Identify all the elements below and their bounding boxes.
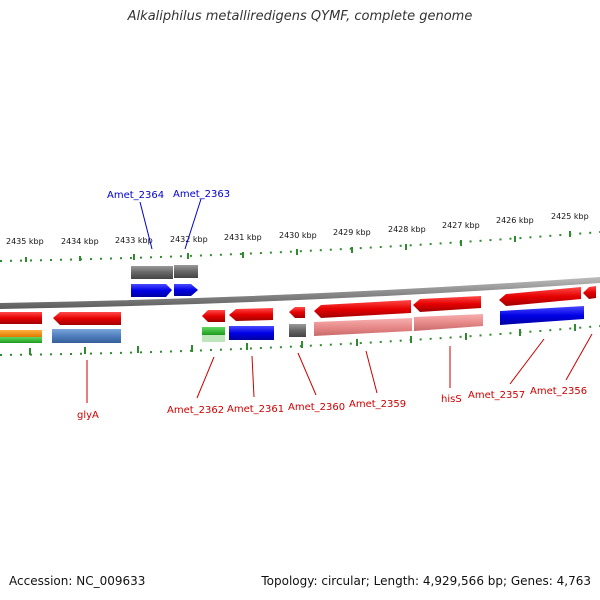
scale-label: 2429 kbp [333, 228, 371, 237]
scale-label: 2428 kbp [388, 225, 426, 234]
top-callouts [139, 198, 202, 250]
scale-labels: 2435 kbp 2434 kbp 2433 kbp 2432 kbp 2431… [6, 212, 589, 246]
gene-block [289, 324, 306, 337]
lower-features-row1 [0, 286, 596, 325]
gene-block [202, 335, 225, 342]
gene-arrow-reverse [583, 286, 596, 299]
gene-label: Amet_2364 [107, 190, 164, 201]
accession-text: Accession: NC_009633 [9, 574, 146, 588]
scale-label: 2431 kbp [224, 233, 262, 242]
scale-label: 2432 kbp [170, 235, 208, 244]
gene-block [0, 337, 42, 343]
gene-block [202, 327, 225, 335]
gene-block [52, 329, 121, 343]
bottom-callouts [86, 333, 593, 403]
gene-block [0, 330, 42, 337]
gene-block [174, 265, 198, 278]
gene-label: glyA [77, 410, 99, 421]
upper-features [131, 265, 198, 297]
upper-major-ticks [25, 231, 571, 262]
scale-label: 2430 kbp [279, 231, 317, 240]
gene-arrow-reverse [0, 312, 42, 324]
gene-arrow-forward [131, 284, 172, 297]
topology-text: Topology: circular; Length: 4,929,566 bp… [261, 574, 591, 588]
gene-arrow-forward [174, 284, 198, 296]
scale-label: 2425 kbp [551, 212, 589, 221]
top-gene-labels: Amet_2364 Amet_2363 [107, 189, 230, 201]
gene-label: Amet_2363 [173, 189, 230, 200]
gene-label: Amet_2361 [227, 404, 284, 415]
gene-block [229, 326, 274, 340]
gene-arrow-reverse [229, 308, 273, 321]
scale-label: 2427 kbp [442, 221, 480, 230]
bottom-gene-labels: glyA Amet_2362 Amet_2361 Amet_2360 Amet_… [77, 386, 587, 421]
lower-features-row2 [0, 306, 584, 343]
gene-label: Amet_2360 [288, 402, 345, 413]
gene-arrow-reverse [413, 296, 481, 312]
gene-label: Amet_2359 [349, 399, 406, 410]
lower-tick-track [0, 325, 600, 356]
upper-tick-track [0, 231, 600, 262]
gene-label: Amet_2357 [468, 390, 525, 401]
gene-label: Amet_2356 [530, 386, 587, 397]
genome-backbone [0, 277, 600, 309]
scale-label: 2426 kbp [496, 216, 534, 225]
gene-block [314, 318, 412, 336]
lower-major-ticks [29, 324, 576, 355]
scale-label: 2433 kbp [115, 236, 153, 245]
gene-arrow-reverse [314, 300, 411, 318]
scale-label: 2435 kbp [6, 237, 44, 246]
scale-label: 2434 kbp [61, 237, 99, 246]
map-title: Alkaliphilus metalliredigens QYMF, compl… [127, 9, 473, 24]
gene-arrow-reverse [289, 307, 305, 318]
gene-label: Amet_2362 [167, 405, 224, 416]
gene-arrow-reverse [499, 287, 581, 306]
gene-arrow-reverse [53, 312, 121, 325]
gene-block [131, 266, 173, 279]
gene-arrow-reverse [202, 310, 225, 322]
gene-block [414, 314, 483, 331]
gene-label: hisS [441, 394, 462, 405]
gene-block [500, 306, 584, 325]
